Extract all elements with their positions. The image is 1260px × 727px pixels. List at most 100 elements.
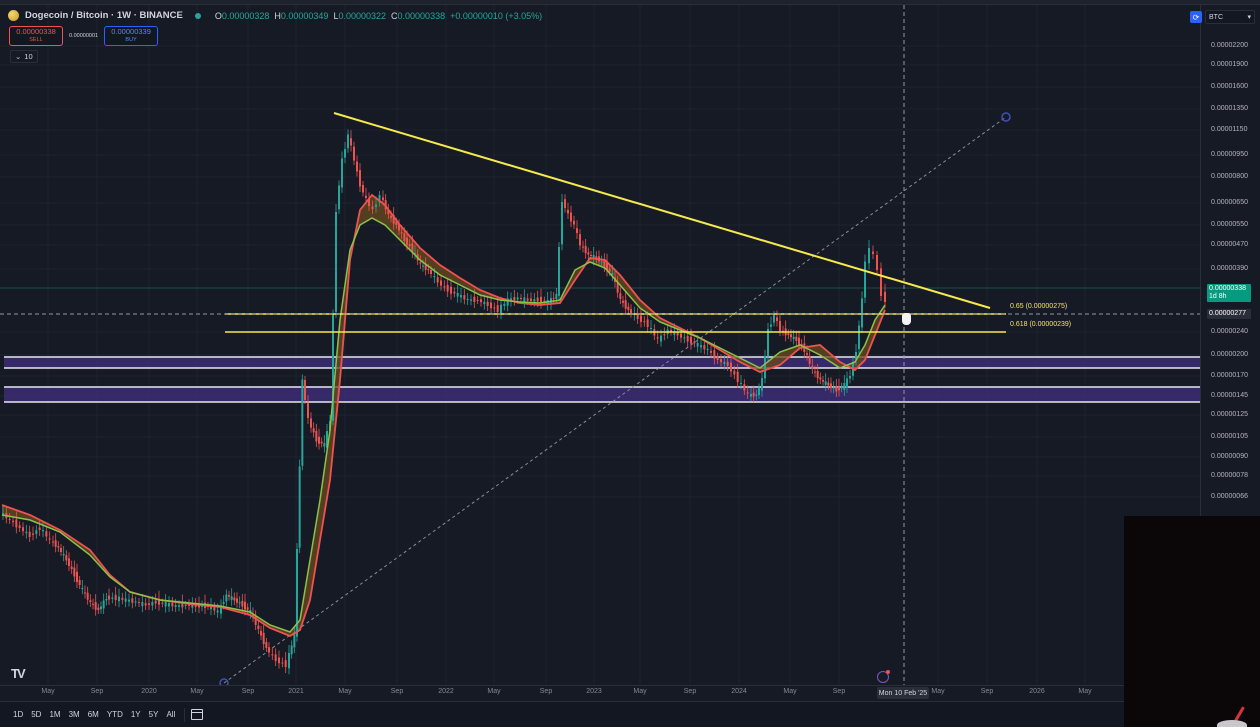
refresh-icon[interactable]: ⟳ (1190, 11, 1202, 23)
price-label: 0.00000170 (1211, 372, 1248, 379)
candle-body (516, 297, 519, 300)
range-button-1y[interactable]: 1Y (130, 710, 141, 719)
range-button-1m[interactable]: 1M (49, 710, 61, 719)
candle-body (656, 337, 659, 339)
ohlc-values: O0.00000328 H0.00000349 L0.00000322 C0.0… (215, 11, 542, 21)
candle-body (362, 185, 364, 193)
calendar-goto-date-icon[interactable] (191, 709, 204, 720)
candle-body (236, 598, 238, 603)
candle-body (496, 305, 499, 312)
candle-body (304, 380, 306, 400)
candlestick-chart[interactable] (0, 5, 1200, 685)
time-label: 2024 (731, 688, 747, 695)
candle-body (676, 332, 679, 336)
candle-body (326, 431, 328, 448)
candle-body (422, 265, 424, 267)
candle-body (872, 251, 874, 254)
candle-body (713, 350, 716, 359)
time-label: Sep (683, 688, 697, 695)
currency-value: BTC (1209, 13, 1223, 21)
candle-body (792, 336, 795, 340)
candle-body (627, 306, 630, 310)
range-button-all[interactable]: All (166, 710, 176, 719)
indicators-toggle-button[interactable]: ⌄ 10 (10, 50, 38, 63)
time-label: Sep (980, 688, 994, 695)
sell-button[interactable]: 0.00000338 SELL (9, 26, 63, 46)
candle-body (356, 161, 358, 172)
time-label: Sep (90, 688, 104, 695)
time-label: 2022 (438, 688, 454, 695)
candle-body (241, 600, 244, 607)
candle-body (57, 546, 60, 548)
range-button-5d[interactable]: 5D (31, 710, 42, 719)
candle-body (161, 602, 164, 604)
candle-body (493, 307, 496, 309)
candle-body (201, 605, 203, 607)
candle-body (663, 334, 666, 336)
candle-body (819, 377, 822, 380)
high-value: 0.00000349 (280, 10, 329, 21)
candle-body (764, 356, 766, 379)
candle-body (121, 597, 124, 600)
candle-body (530, 298, 532, 301)
candle-body (832, 387, 835, 389)
alert-clock-icon[interactable] (877, 670, 890, 683)
candle-body (332, 314, 334, 421)
candle-body (600, 261, 603, 263)
candle-body (15, 519, 18, 528)
price-label: 0.00001150 (1211, 126, 1248, 133)
price-label: 0.00001600 (1211, 83, 1248, 90)
candle-body (876, 255, 878, 270)
candle-body (395, 221, 398, 225)
candle-body (706, 349, 709, 350)
range-button-3m[interactable]: 3M (68, 710, 80, 719)
candle-body (278, 657, 280, 664)
trade-buttons: 0.00000338 SELL 0.00000001 0.00000339 BU… (9, 26, 159, 46)
candle-body (411, 243, 414, 252)
range-button-ytd[interactable]: YTD (106, 710, 123, 719)
candle-body (619, 293, 622, 299)
candle-body (128, 599, 130, 602)
time-label: May (783, 688, 797, 695)
candle-body (220, 605, 222, 614)
time-label: 2026 (1029, 688, 1045, 695)
range-button-5y[interactable]: 5Y (148, 710, 159, 719)
candle-body (880, 268, 882, 296)
range-button-1d[interactable]: 1D (13, 710, 24, 719)
crosshair-time-tag: Mon 10 Feb '25 (877, 687, 929, 699)
range-button-6m[interactable]: 6M (87, 710, 99, 719)
symbol-title[interactable]: Dogecoin / Bitcoin · 1W · BINANCE (25, 10, 183, 21)
candle-body (740, 383, 742, 384)
candle-body (700, 345, 702, 348)
range-toolbar: 1D 5D 1M 3M 6M YTD 1Y 5Y All (0, 701, 1260, 727)
candle-body (22, 527, 24, 532)
price-label: 0.00000145 (1211, 392, 1248, 399)
candle-body (450, 286, 452, 294)
candle-body (480, 299, 482, 303)
candle-body (284, 660, 287, 667)
candle-body (296, 549, 298, 637)
candle-body (730, 362, 732, 372)
candle-body (736, 371, 739, 382)
candle-body (680, 333, 682, 338)
candle-body (646, 319, 649, 327)
candle-body (131, 598, 134, 603)
candle-body (387, 209, 390, 214)
current-price: 0.00000338 (1209, 285, 1246, 292)
candle-body (268, 647, 270, 653)
candle-body (843, 383, 846, 390)
currency-select[interactable]: BTC ▾ (1205, 10, 1255, 24)
candle-body (720, 359, 722, 363)
candle-body (252, 614, 254, 617)
candle-body (622, 300, 624, 303)
tradingview-logo[interactable]: TV (11, 666, 26, 681)
candle-body (32, 533, 34, 535)
candle-body (293, 633, 296, 648)
candle-body (868, 248, 870, 264)
candle-body (858, 325, 860, 350)
chart-pane[interactable] (0, 5, 1200, 685)
candle-body (81, 588, 84, 589)
buy-button[interactable]: 0.00000339 BUY (104, 26, 159, 46)
candle-body (798, 337, 800, 345)
candle-body (97, 607, 100, 610)
